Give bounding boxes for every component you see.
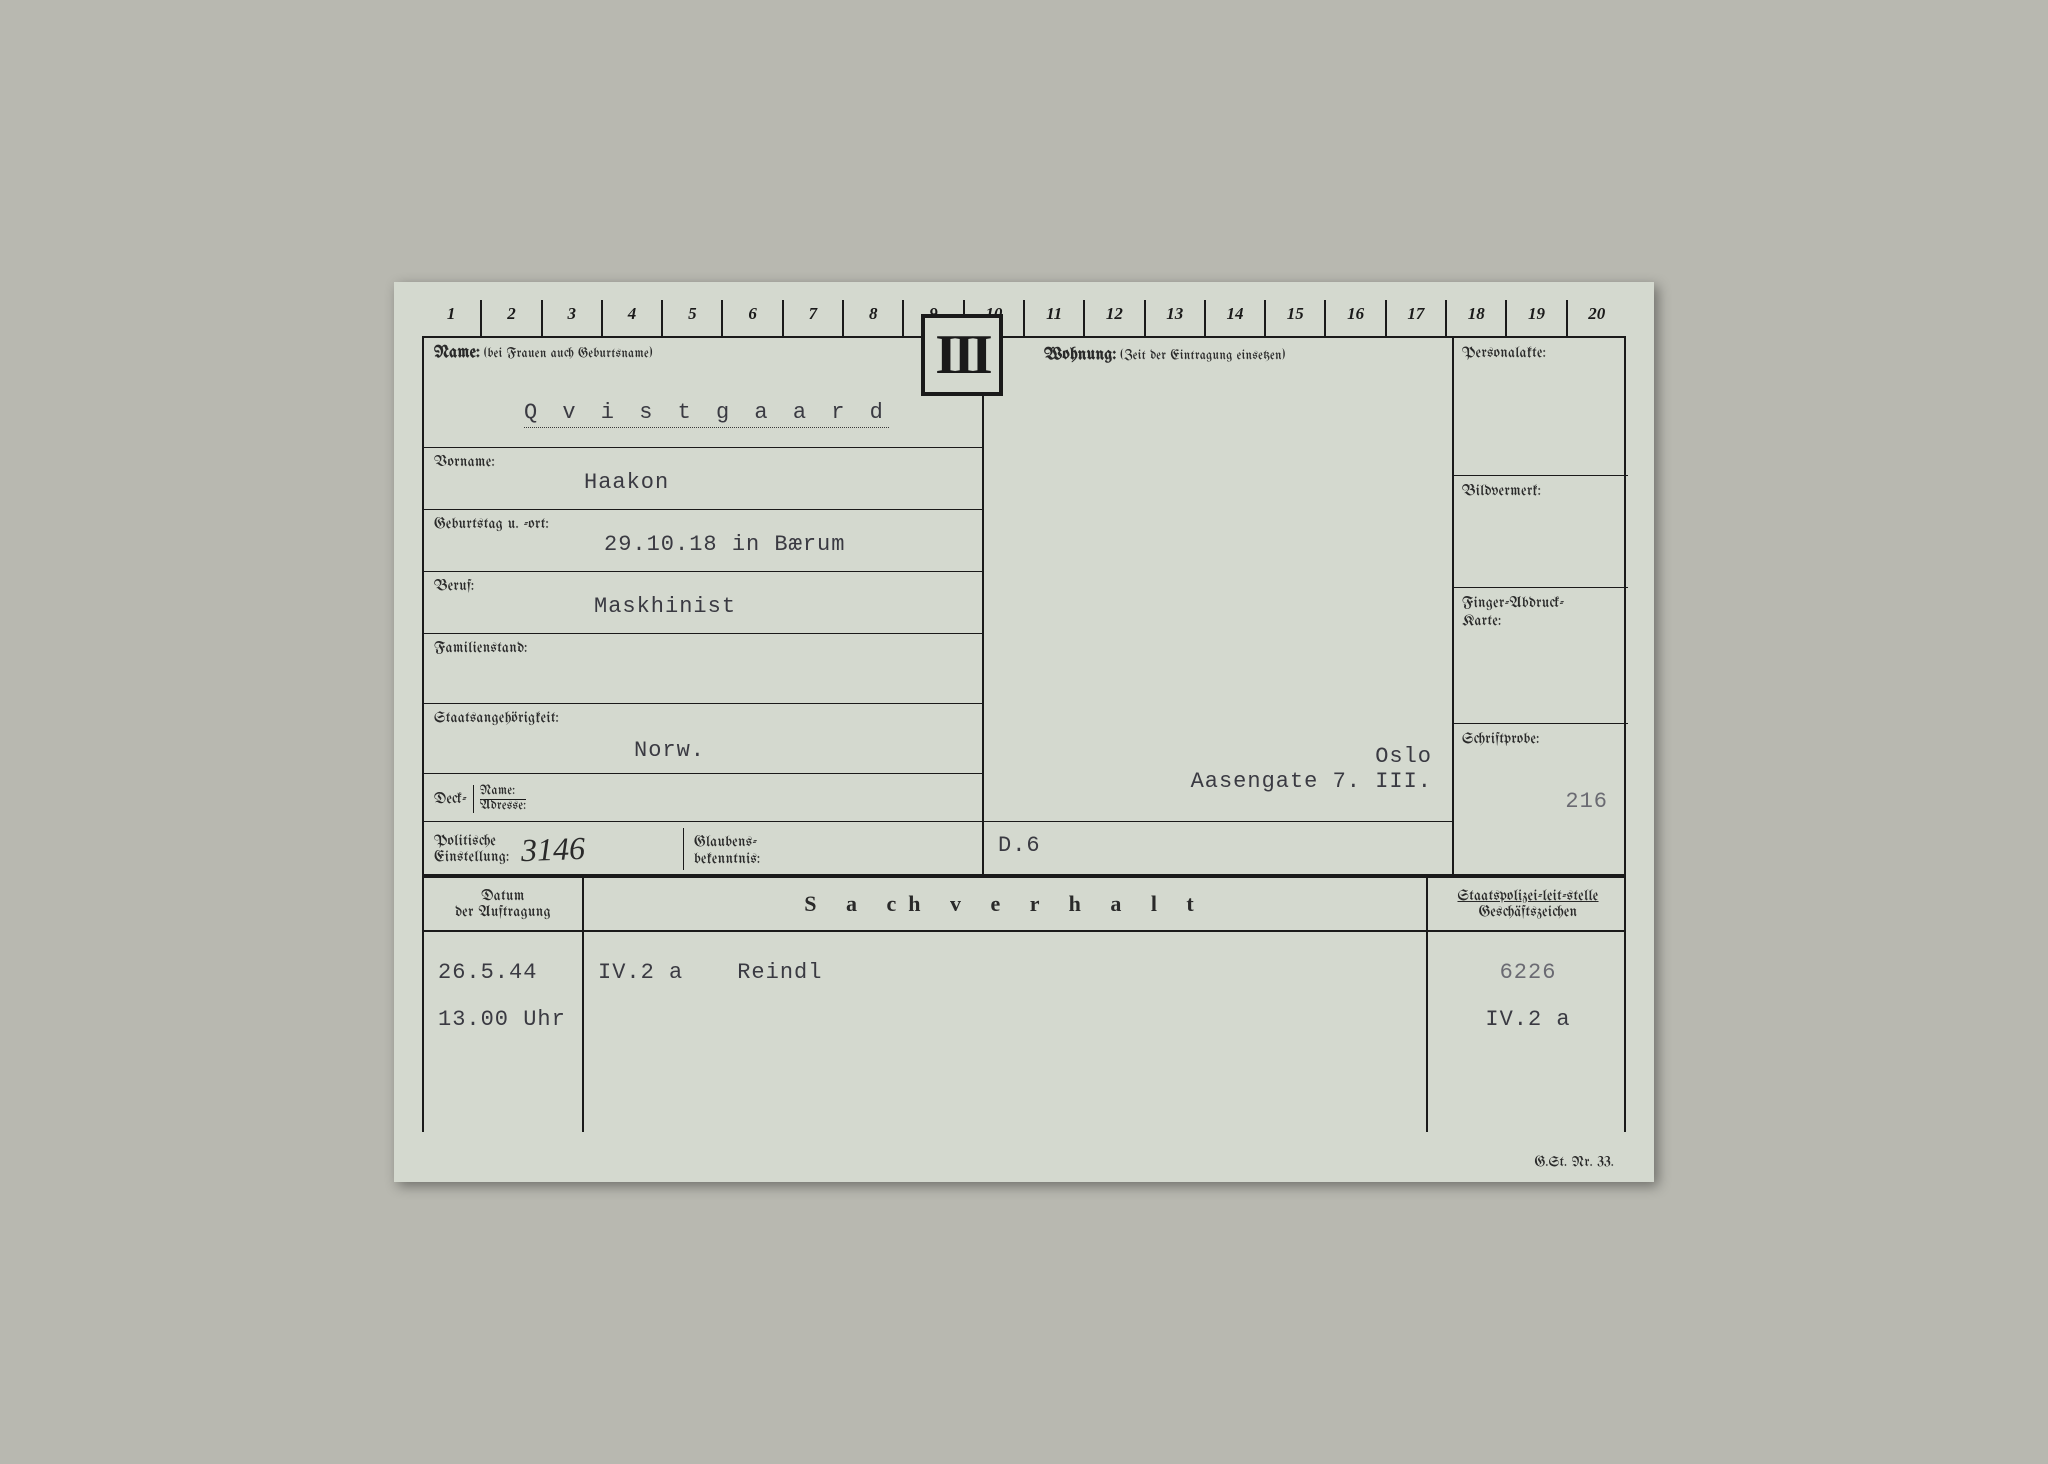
field-deck: Deck- Name: Adresse: — [424, 774, 982, 822]
label-glaubens: Glaubens- — [694, 834, 757, 850]
label-staatspolizei: Staatspolizei-leit-stelle — [1457, 888, 1598, 904]
left-column: Name: (bei Frauen auch Geburtsname) Q v … — [424, 338, 984, 874]
label-staats: Staatsangehörigkeit: — [434, 710, 972, 726]
value-schriftprobe: 216 — [1565, 789, 1608, 814]
category-roman-box: III — [921, 314, 1003, 396]
value-entry-time: 13.00 Uhr — [438, 1007, 568, 1032]
ruler-tick: 3 — [541, 300, 601, 336]
ruler-tick: 11 — [1023, 300, 1083, 336]
label-bildvermerk: Bildvermerk: — [1462, 483, 1541, 499]
main-form-grid: Name: (bei Frauen auch Geburtsname) Q v … — [422, 338, 1626, 874]
ruler-tick: 4 — [601, 300, 661, 336]
ruler-tick: 20 — [1566, 300, 1626, 336]
header-geschaefts: Staatspolizei-leit-stelle Geschäftszeich… — [1428, 878, 1628, 930]
ruler-tick: 12 — [1083, 300, 1143, 336]
right-column: Personalakte: Bildvermerk: Finger-Abdruc… — [1454, 338, 1628, 874]
label-finger: Finger-Abdruck- — [1462, 595, 1564, 611]
label-wohnung-sub: (Zeit der Eintragung einsetzen) — [1120, 350, 1285, 363]
label-datum: Datum — [481, 888, 524, 904]
label-einstellung: Einstellung: — [434, 849, 509, 865]
label-geburtstag: Geburtstag u. -ort: — [434, 516, 972, 532]
label-geschaefts: Geschäftszeichen — [1479, 904, 1578, 920]
label-politische: Politische — [434, 833, 496, 849]
value-case-ref: IV.2 a — [1442, 1007, 1614, 1032]
label-deck-adresse: Adresse: — [480, 800, 526, 813]
field-vorname: Vorname: Haakon — [424, 448, 982, 510]
value-entry-date: 26.5.44 — [438, 960, 568, 985]
value-case-num: 6226 — [1442, 960, 1614, 985]
ruler-tick: 5 — [661, 300, 721, 336]
field-beruf: Beruf: Maskhinist — [424, 572, 982, 634]
value-geburtstag: 29.10.18 in Bærum — [434, 532, 972, 557]
label-auftragung: der Auftragung — [455, 904, 551, 920]
header-datum: Datum der Auftragung — [424, 878, 584, 930]
label-deck-name: Name: — [480, 785, 526, 800]
label-karte: Karte: — [1462, 613, 1501, 629]
sachverhalt-header: Datum der Auftragung S a ch v e r h a l … — [422, 874, 1626, 932]
label-bekenntnis: bekenntnis: — [694, 851, 760, 867]
value-wohnung-city: Oslo — [1191, 744, 1432, 769]
ruler-tick: 15 — [1264, 300, 1324, 336]
value-entry-ref: IV.2 a — [598, 960, 683, 985]
ruler-tick: 7 — [782, 300, 842, 336]
label-familienstand: Familienstand: — [434, 640, 972, 656]
field-staats: Staatsangehörigkeit: Norw. — [424, 704, 982, 774]
category-roman-value: III — [935, 323, 988, 387]
label-name-sub: (bei Frauen auch Geburtsname) — [484, 348, 653, 361]
ruler-tick: 14 — [1204, 300, 1264, 336]
field-familienstand: Familienstand: — [424, 634, 982, 704]
field-finger: Finger-Abdruck- Karte: — [1454, 588, 1628, 724]
header-sachverhalt: S a ch v e r h a l t — [584, 878, 1428, 930]
label-schriftprobe: Schriftprobe: — [1462, 731, 1540, 747]
label-vorname: Vorname: — [434, 454, 972, 470]
ruler-tick: 2 — [480, 300, 540, 336]
value-entry-name: Reindl — [737, 960, 822, 985]
ruler-tick: 1 — [422, 300, 480, 336]
value-d-code: D.6 — [998, 833, 1041, 858]
col-datum-body: 26.5.44 13.00 Uhr — [424, 932, 584, 1132]
ruler-scale: 1 2 3 4 5 6 7 8 9 10 11 12 13 14 15 16 1… — [422, 300, 1626, 338]
ruler-tick: 8 — [842, 300, 902, 336]
sachverhalt-body: 26.5.44 13.00 Uhr IV.2 a Reindl 6226 IV.… — [422, 932, 1626, 1132]
field-geburtstag: Geburtstag u. -ort: 29.10.18 in Bærum — [424, 510, 982, 572]
label-beruf: Beruf: — [434, 578, 972, 594]
value-staats: Norw. — [434, 738, 972, 763]
value-vorname: Haakon — [434, 470, 972, 495]
col-sach-body: IV.2 a Reindl — [584, 932, 1428, 1132]
field-bildvermerk: Bildvermerk: — [1454, 476, 1628, 588]
ruler-tick: 16 — [1324, 300, 1384, 336]
ruler-tick: 19 — [1505, 300, 1565, 336]
label-deck: Deck- — [434, 791, 467, 807]
label-sachverhalt: S a ch v e r h a l t — [804, 891, 1206, 917]
field-schriftprobe: Schriftprobe: 216 — [1454, 724, 1628, 824]
value-beruf: Maskhinist — [434, 594, 972, 619]
field-politische: Politische Einstellung: 3146 Glaubens- b… — [424, 822, 982, 874]
value-name: Q v i s t g a a r d — [524, 400, 889, 428]
label-name: Name: — [434, 345, 480, 362]
label-wohnung: Wohnung: — [1044, 347, 1116, 364]
ruler-tick: 17 — [1385, 300, 1445, 336]
field-name: Name: (bei Frauen auch Geburtsname) Q v … — [424, 338, 982, 448]
middle-column: Wohnung: (Zeit der Eintragung einsetzen)… — [984, 338, 1454, 874]
col-case-body: 6226 IV.2 a — [1428, 932, 1628, 1132]
label-personalakte: Personalakte: — [1462, 345, 1546, 361]
value-wohnung-street: Aasengate 7. III. — [1191, 769, 1432, 794]
footer-form-number: G.St. Nr. 33. — [1534, 1155, 1614, 1170]
ruler-tick: 13 — [1144, 300, 1204, 336]
field-personalakte: Personalakte: — [1454, 338, 1628, 476]
value-politische: 3146 — [521, 829, 586, 868]
index-card: 1 2 3 4 5 6 7 8 9 10 11 12 13 14 15 16 1… — [394, 282, 1654, 1182]
ruler-tick: 6 — [721, 300, 781, 336]
ruler-tick: 18 — [1445, 300, 1505, 336]
